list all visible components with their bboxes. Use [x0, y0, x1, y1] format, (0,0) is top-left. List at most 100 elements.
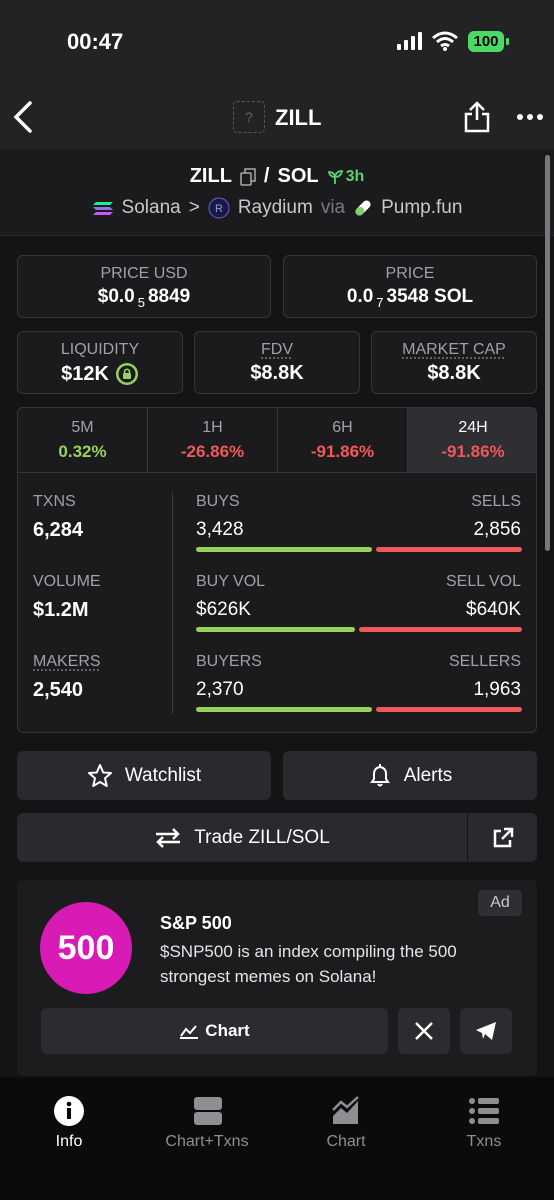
via-text: via: [320, 197, 346, 218]
external-icon: [493, 827, 513, 847]
metric-card: LIQUIDITY $12K: [17, 331, 183, 394]
pair-header: [0, 150, 554, 236]
pair-separator: /: [263, 165, 270, 187]
metric-value-text: $12K: [61, 362, 109, 385]
copy-icon[interactable]: [240, 167, 256, 186]
trade-label: Trade ZILL/SOL: [194, 826, 330, 848]
sell-bar: [376, 707, 522, 712]
metric-card: MARKET CAP $8.8K: [371, 331, 537, 394]
buy-value: 2,370: [196, 679, 244, 700]
tab-label[interactable]: Info: [55, 1133, 83, 1150]
back-button[interactable]: [8, 100, 38, 134]
pumpfun-icon: [355, 200, 371, 216]
activity-total: 2,540: [33, 679, 84, 701]
sell-bar: [359, 627, 522, 632]
sell-value: 2,856: [473, 519, 521, 540]
ad-title: S&P 500: [160, 913, 232, 933]
pair-line: ZILL / SOL 3h: [0, 165, 554, 188]
price-usd-value: $0.0 5 8849: [18, 286, 270, 310]
timeframe-tab[interactable]: 5M 0.32%: [18, 408, 148, 473]
chart-txns-tab-icon: [194, 1097, 222, 1125]
lock-icon: [115, 363, 138, 385]
svg-text:R: R: [215, 203, 223, 215]
dex-name: Raydium: [237, 197, 313, 218]
price-value: 0.0 7 3548 SOL: [284, 286, 536, 310]
tab-bar: [0, 1077, 554, 1200]
activity-total: $1.2M: [33, 599, 89, 621]
more-button[interactable]: [516, 110, 544, 124]
share-button[interactable]: [462, 100, 492, 134]
ad-chart-button[interactable]: Chart: [41, 1008, 388, 1054]
info-tab-icon: [54, 1096, 84, 1126]
tab-label[interactable]: Txns: [466, 1133, 502, 1150]
pair-age: 3h: [327, 167, 365, 186]
tab-label[interactable]: Chart+Txns: [165, 1133, 249, 1150]
swap-icon: [156, 827, 181, 848]
price-label: PRICE: [385, 265, 435, 282]
timeframe-label: 24H: [458, 419, 488, 436]
chain-name: Solana: [121, 197, 181, 218]
ad-telegram-button[interactable]: [460, 1008, 512, 1054]
txns-tab-icon: [469, 1098, 499, 1124]
status-time: 00:47: [67, 29, 124, 54]
timeframe-tab[interactable]: 6H -91.86%: [278, 408, 408, 473]
top-bar: [0, 0, 554, 150]
stats-card: 5M 0.32% 1H -26.86% 6H -91.86% 24H -91.86% TXNS 6…: [17, 407, 537, 733]
timeframe-change: 0.32%: [58, 442, 107, 461]
metric-label: LIQUIDITY: [60, 341, 140, 358]
telegram-icon: [476, 1022, 496, 1040]
chart-icon: [180, 1025, 199, 1039]
buy-value: $626K: [196, 599, 251, 620]
watchlist-label: Watchlist: [124, 764, 202, 786]
chart-tab-icon: [332, 1096, 359, 1124]
timeframe-label: 5M: [71, 419, 94, 436]
ratio-bar: [196, 627, 522, 632]
watchlist-button[interactable]: Watchlist: [17, 751, 271, 800]
sell-value: 1,963: [473, 679, 521, 700]
activity-total: 6,284: [33, 519, 84, 541]
trade-button[interactable]: Trade ZILL/SOL: [17, 813, 467, 862]
star-icon: [87, 763, 112, 787]
metric-value: $12K: [61, 362, 139, 386]
buy-label: BUY VOL: [196, 573, 266, 590]
ad-logo[interactable]: 500: [40, 902, 132, 994]
buy-label: BUYS: [196, 493, 240, 510]
x-icon: [415, 1022, 433, 1040]
timeframe-label: 6H: [332, 419, 353, 436]
ad-x-button[interactable]: [398, 1008, 450, 1054]
raydium-icon: R: [208, 197, 230, 219]
price-digits: 3548 SOL: [386, 286, 474, 307]
token-icon: ?: [233, 101, 265, 133]
price-usd-card: PRICE USD $0.0 5 8849: [17, 255, 271, 318]
column-divider: [172, 492, 173, 714]
price-usd-digits: 8849: [147, 286, 191, 307]
buy-bar: [196, 547, 372, 552]
tab-label[interactable]: Chart: [326, 1133, 366, 1150]
nav-title: ZILL: [275, 105, 322, 130]
metric-card: FDV $8.8K: [194, 331, 360, 394]
sell-label: SELLERS: [448, 653, 521, 670]
bell-icon: [369, 763, 390, 786]
ad-chart-label: Chart: [205, 1021, 250, 1040]
timeframe-tab[interactable]: 24H -91.86%: [408, 408, 536, 473]
ratio-bar: [196, 707, 522, 712]
sell-label: SELL VOL: [445, 573, 521, 590]
ad-description: $SNP500 is an index compiling the 500 st…: [160, 942, 457, 986]
price-usd-label: PRICE USD: [100, 265, 188, 282]
age-text: 3h: [345, 167, 365, 185]
activity-label: TXNS: [33, 493, 76, 510]
timeframe-tab[interactable]: 1H -26.86%: [148, 408, 278, 473]
price-usd-prefix: $0.0: [97, 286, 135, 307]
timeframe-change: -91.86%: [310, 442, 375, 461]
alerts-button[interactable]: Alerts: [283, 751, 537, 800]
timeframe-change: -91.86%: [441, 442, 505, 461]
metric-value: $8.8K: [250, 362, 303, 385]
solana-icon: [92, 202, 113, 215]
timeframe-label: 1H: [202, 419, 223, 436]
seedling-icon: [327, 169, 343, 184]
sell-label: SELLS: [471, 493, 521, 510]
activity-label: VOLUME: [33, 573, 101, 590]
external-link-button[interactable]: [468, 813, 537, 862]
timeframe-change: -26.86%: [180, 442, 245, 461]
